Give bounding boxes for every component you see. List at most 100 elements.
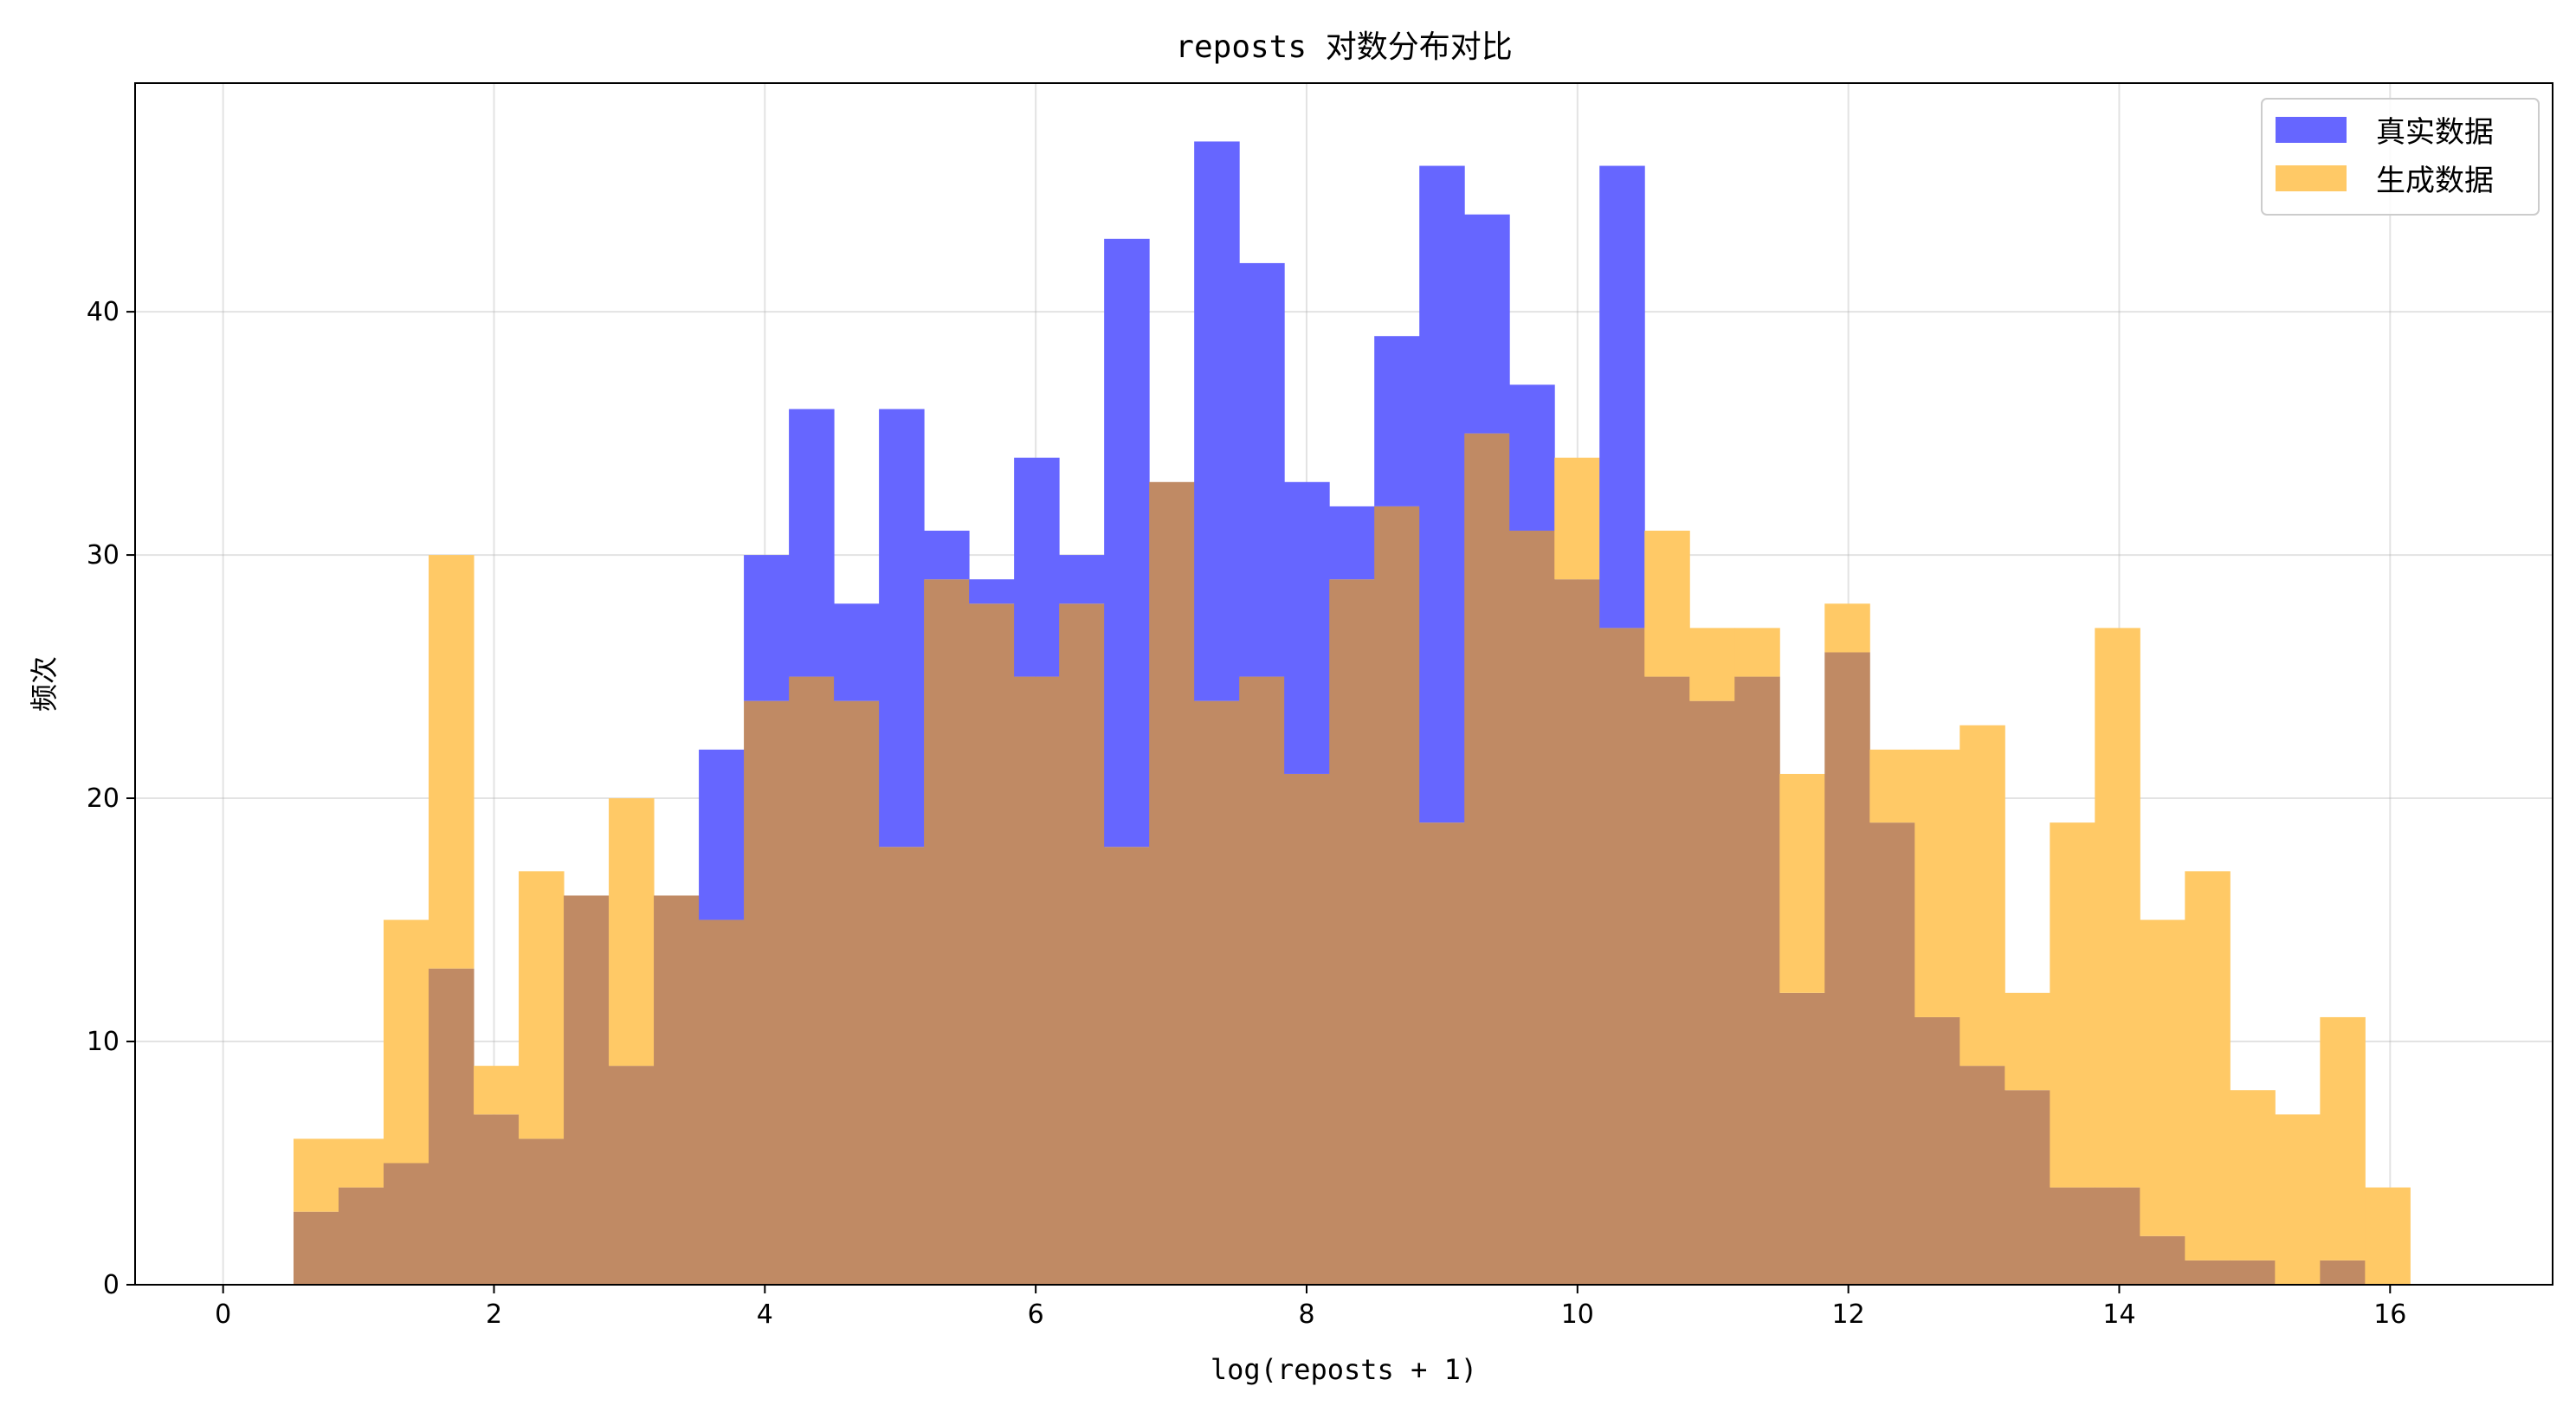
legend-label-generated: 生成数据 — [2376, 164, 2494, 198]
x-tick-label: 10 — [1561, 1299, 1594, 1330]
bar-real — [1194, 141, 1240, 701]
bar-real — [789, 409, 835, 677]
x-tick-label: 6 — [1028, 1299, 1044, 1330]
bar-real — [1509, 384, 1555, 531]
bar-overlap — [1374, 506, 1420, 1285]
bar-generated — [2140, 919, 2185, 1236]
bar-generated — [429, 555, 475, 969]
bar-generated — [2050, 822, 2095, 1188]
y-tick-label: 20 — [87, 783, 119, 814]
bar-generated — [2365, 1187, 2411, 1285]
bar-real — [1239, 262, 1285, 677]
bar-generated — [2230, 1090, 2276, 1260]
bar-overlap — [1014, 676, 1060, 1285]
x-tick-label: 8 — [1298, 1299, 1314, 1330]
bar-real — [1419, 165, 1465, 823]
bar-overlap — [2320, 1260, 2366, 1285]
bar-overlap — [1239, 676, 1285, 1285]
bar-overlap — [1194, 700, 1240, 1285]
bar-generated — [339, 1138, 384, 1188]
bar-real — [1329, 506, 1375, 580]
bar-generated — [1734, 628, 1780, 677]
bar-overlap — [564, 895, 610, 1285]
bar-overlap — [834, 700, 880, 1285]
bar-overlap — [789, 676, 835, 1285]
bar-generated — [1914, 749, 1960, 1017]
bar-generated — [519, 871, 565, 1139]
bar-real — [1284, 481, 1330, 774]
bar-real — [1599, 165, 1645, 629]
legend-swatch-real — [2276, 117, 2347, 143]
bar-overlap — [1509, 530, 1555, 1285]
bar-overlap — [1419, 822, 1465, 1285]
bar-generated — [609, 798, 655, 1067]
bar-overlap — [2185, 1260, 2231, 1285]
bar-overlap — [429, 968, 475, 1285]
bar-overlap — [1824, 652, 1870, 1285]
x-tick-label: 4 — [757, 1299, 773, 1330]
bar-overlap — [699, 919, 745, 1285]
bar-overlap — [1914, 1016, 1960, 1285]
bar-real — [699, 749, 745, 920]
y-axis-label: 频次 — [28, 656, 61, 712]
plot-frame — [134, 82, 2553, 1286]
histogram-bars — [294, 141, 2411, 1285]
bar-overlap — [2050, 1187, 2095, 1285]
x-tick-label: 2 — [486, 1299, 502, 1330]
bar-generated — [2275, 1114, 2321, 1285]
bar-overlap — [1599, 628, 1645, 1285]
bar-overlap — [969, 603, 1015, 1285]
bar-generated — [1554, 457, 1600, 580]
bar-real — [1014, 457, 1060, 677]
bar-overlap — [1869, 822, 1915, 1285]
bar-overlap — [1104, 847, 1150, 1285]
bar-generated — [2185, 871, 2231, 1260]
bar-overlap — [339, 1187, 384, 1285]
bar-real — [744, 555, 790, 701]
bar-overlap — [2095, 1187, 2140, 1285]
bar-overlap — [1554, 579, 1600, 1285]
bar-overlap — [1464, 433, 1510, 1285]
y-tick-label: 30 — [87, 540, 119, 571]
bar-overlap — [2140, 1235, 2185, 1285]
bar-overlap — [1329, 579, 1375, 1285]
legend-swatch-generated — [2276, 165, 2347, 191]
bar-overlap — [924, 579, 970, 1285]
x-tick-label: 14 — [2102, 1299, 2135, 1330]
y-axis-ticks: 0 10 20 30 40 — [87, 297, 135, 1300]
bar-generated — [1824, 603, 1870, 653]
legend-label-real: 真实数据 — [2376, 115, 2494, 150]
chart-title: reposts 对数分布对比 — [1175, 29, 1512, 65]
bar-generated — [1959, 725, 2005, 1067]
bar-overlap — [2005, 1090, 2050, 1285]
bar-real — [1464, 214, 1510, 434]
bar-generated — [2320, 1016, 2366, 1260]
y-tick-label: 40 — [87, 297, 119, 327]
bar-overlap — [744, 700, 790, 1285]
bar-generated — [1644, 530, 1690, 677]
bar-generated — [294, 1138, 339, 1212]
bar-overlap — [2230, 1260, 2276, 1285]
bar-generated — [1689, 628, 1735, 701]
bar-overlap — [294, 1211, 339, 1285]
legend: 真实数据 生成数据 — [2261, 98, 2540, 216]
bar-generated — [474, 1066, 520, 1115]
bar-overlap — [654, 895, 700, 1285]
bar-overlap — [1284, 773, 1330, 1285]
bar-real — [1059, 555, 1105, 604]
y-tick-label: 0 — [103, 1270, 119, 1300]
bar-real — [969, 579, 1015, 604]
x-axis-label: log(reposts + 1) — [1211, 1353, 1477, 1386]
bar-overlap — [1149, 481, 1195, 1285]
bar-overlap — [1059, 603, 1105, 1285]
bar-overlap — [879, 847, 925, 1285]
bar-generated — [1869, 749, 1915, 823]
bar-generated — [2005, 992, 2050, 1091]
x-tick-label: 12 — [1832, 1299, 1865, 1330]
bar-overlap — [1734, 676, 1780, 1285]
bar-overlap — [519, 1138, 565, 1285]
bar-overlap — [1779, 992, 1825, 1285]
bar-generated — [1779, 773, 1825, 993]
bar-overlap — [474, 1114, 520, 1285]
